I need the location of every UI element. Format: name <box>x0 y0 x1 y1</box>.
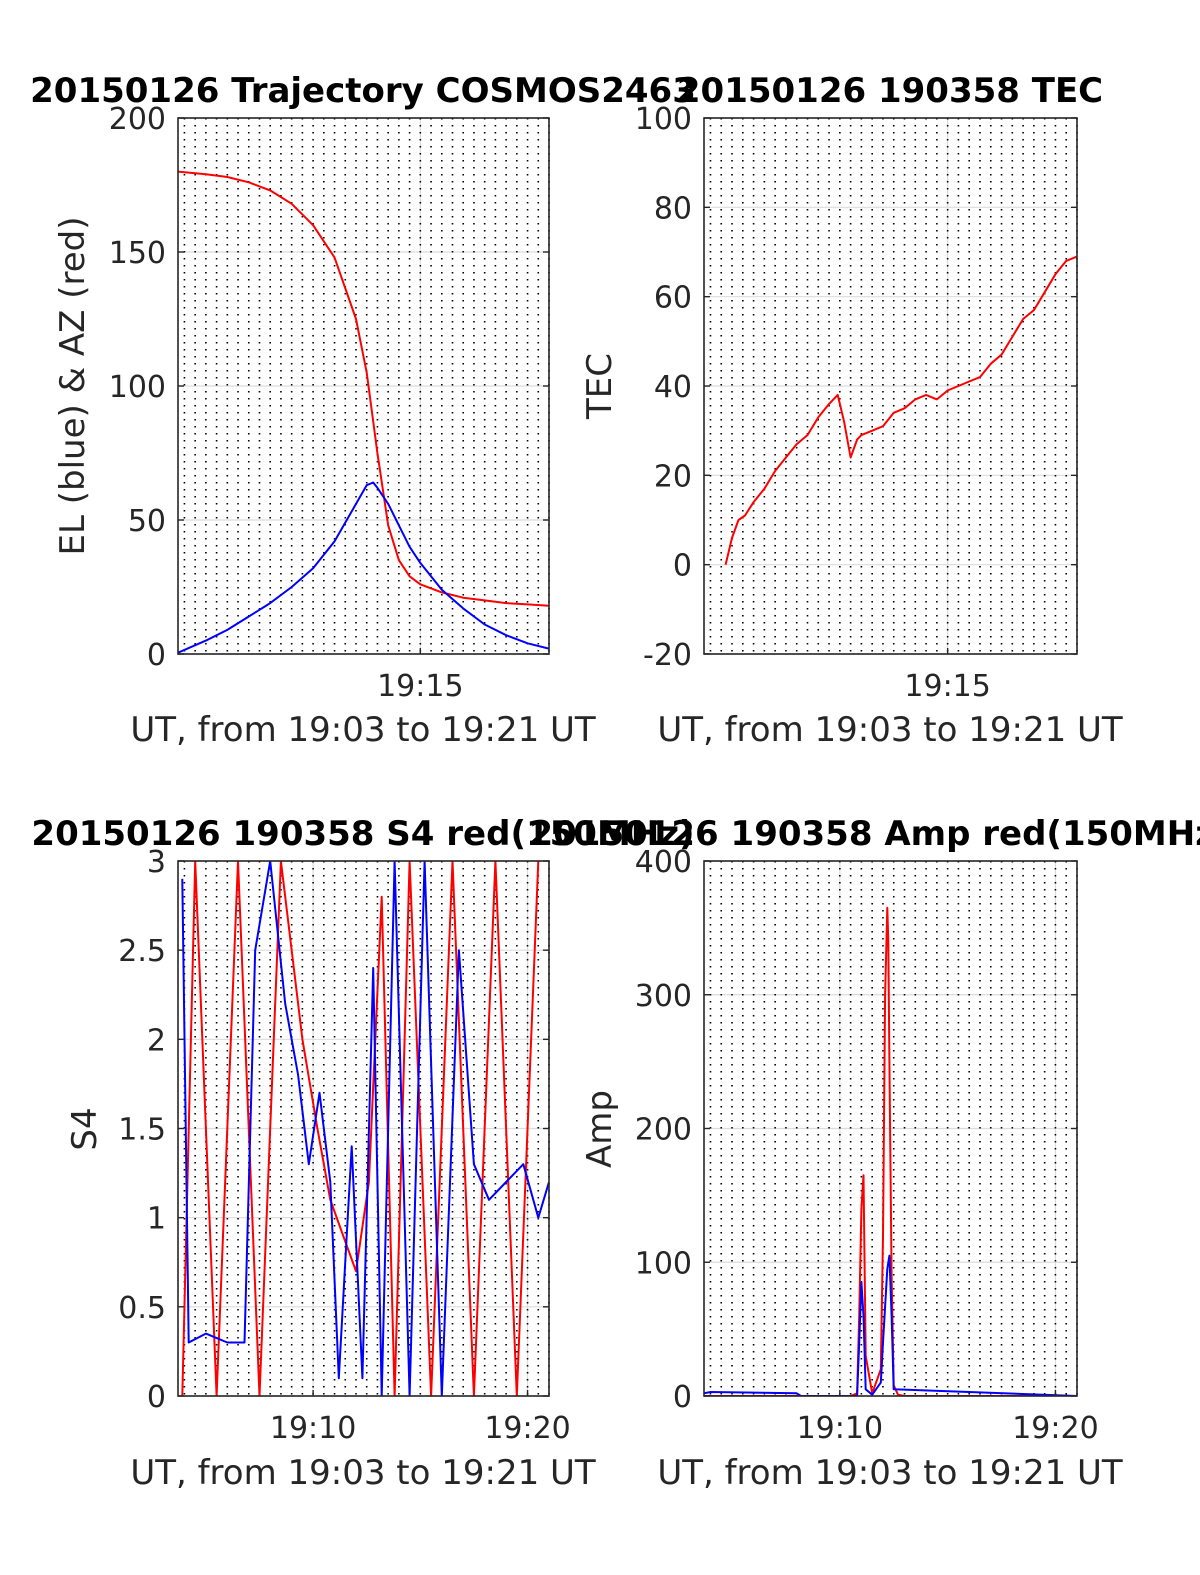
s4-ylabel: S4 <box>65 1107 105 1150</box>
trajectory-ylabel: EL (blue) & AZ (red) <box>53 216 93 555</box>
trajectory-series-az <box>178 170 549 607</box>
trajectory-ytick-label: 100 <box>109 370 166 405</box>
amp-xlabel: UT, from 19:03 to 19:21 UT <box>657 1453 1123 1493</box>
tec-ytick-label: 0 <box>673 549 692 584</box>
tec-ytick-label: 80 <box>654 191 692 226</box>
trajectory-ytick-label: 200 <box>109 102 166 137</box>
tec-title: 20150126 190358 TEC <box>677 71 1103 111</box>
s4-xtick-label: 19:10 <box>270 1411 356 1446</box>
amp-ytick-label: 300 <box>635 979 692 1014</box>
s4-title: 20150126 190358 S4 red(150MHz) <box>31 814 694 854</box>
s4-xtick-label: 19:20 <box>484 1411 570 1446</box>
tec-panel: 20150126 190358 TEC UT, from 19:03 to 19… <box>580 71 1123 750</box>
s4-panel: 20150126 190358 S4 red(150MHz) UT, from … <box>31 814 694 1493</box>
s4-xlabel: UT, from 19:03 to 19:21 UT <box>130 1453 596 1493</box>
s4-ytick-label: 3 <box>147 845 166 880</box>
tec-ytick-label: 20 <box>654 459 692 494</box>
trajectory-panel: 20150126 Trajectory COSMOS2463 UT, from … <box>30 71 696 750</box>
s4-ytick-label: 1 <box>147 1202 166 1237</box>
amp-ytick-label: 200 <box>635 1113 692 1148</box>
tec-xlabel: UT, from 19:03 to 19:21 UT <box>657 710 1123 750</box>
s4-ytick-label: 1.5 <box>118 1113 166 1148</box>
tec-series-tec <box>724 255 1077 565</box>
amp-title: 20150126 190358 Amp red(150MHz) <box>529 814 1200 854</box>
trajectory-xlabel: UT, from 19:03 to 19:21 UT <box>130 710 596 750</box>
s4-series-red_150MHz <box>181 861 540 1396</box>
s4-ytick-label: 0.5 <box>118 1291 166 1326</box>
s4-ytick-label: 0 <box>147 1380 166 1415</box>
amp-ylabel: Amp <box>580 1090 620 1168</box>
tec-ytick-label: -20 <box>643 638 692 673</box>
amp-xtick-label: 19:10 <box>797 1411 883 1446</box>
trajectory-ytick-label: 150 <box>109 236 166 271</box>
trajectory-ytick-label: 50 <box>128 504 166 539</box>
s4-series-blue <box>181 861 549 1396</box>
tec-ytick-label: 40 <box>654 370 692 405</box>
tec-ylabel: TEC <box>580 353 620 420</box>
trajectory-xtick-label: 19:15 <box>377 669 463 704</box>
amp-ytick-label: 400 <box>635 845 692 880</box>
amp-series-blue <box>704 1254 1077 1396</box>
s4-ytick-label: 2.5 <box>118 934 166 969</box>
tec-xtick-label: 19:15 <box>904 669 990 704</box>
amp-xtick-label: 19:20 <box>1012 1411 1098 1446</box>
trajectory-title: 20150126 Trajectory COSMOS2463 <box>30 71 696 111</box>
trajectory-ytick-label: 0 <box>147 638 166 673</box>
amp-ytick-label: 0 <box>673 1380 692 1415</box>
trajectory-series-el <box>178 481 549 654</box>
s4-ytick-label: 2 <box>147 1023 166 1058</box>
tec-ytick-label: 100 <box>635 102 692 137</box>
amp-panel: 20150126 190358 Amp red(150MHz) UT, from… <box>529 814 1200 1493</box>
amp-ytick-label: 100 <box>635 1246 692 1281</box>
tec-ytick-label: 60 <box>654 281 692 316</box>
